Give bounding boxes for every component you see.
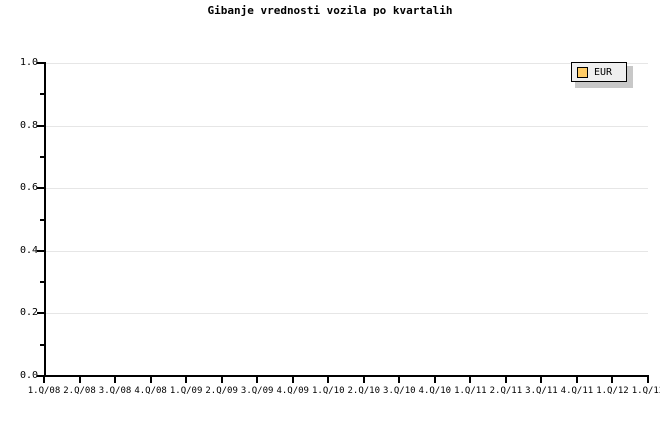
x-axis-tick — [540, 377, 543, 383]
x-axis-line — [44, 375, 649, 377]
x-axis-label: 4.Q/11 — [560, 386, 594, 396]
y-axis-label: 0.2 — [19, 307, 38, 319]
x-axis-tick — [43, 377, 45, 383]
x-axis-tick — [362, 377, 365, 383]
y-axis-tick — [37, 124, 44, 127]
x-axis-label: 3.Q/09 — [240, 386, 274, 396]
x-axis-label: 2.Q/11 — [489, 386, 523, 396]
x-axis-label: 4.Q/09 — [276, 386, 309, 396]
y-axis-minor-tick — [40, 218, 44, 221]
x-axis-tick — [291, 377, 294, 383]
y-axis-tick — [37, 312, 44, 315]
x-axis-tick — [647, 377, 649, 383]
x-axis-tick — [611, 377, 614, 383]
y-axis-tick — [37, 249, 44, 252]
legend-swatch-eur — [577, 66, 588, 78]
x-axis-tick — [185, 377, 188, 383]
x-axis-tick — [433, 377, 436, 383]
y-axis-label: 0.8 — [19, 119, 38, 131]
x-axis-label: 3.Q/10 — [383, 386, 416, 396]
x-axis-label: 2.Q/08 — [63, 386, 96, 396]
x-axis-label: 3.Q/11 — [525, 386, 558, 396]
x-axis-tick — [256, 377, 259, 383]
x-axis-label: 1.Q/08 — [27, 386, 61, 396]
y-axis-tick — [37, 375, 44, 377]
y-axis-minor-tick — [40, 281, 44, 284]
y-axis-minor-tick — [40, 93, 44, 96]
y-axis-label: 0.6 — [19, 182, 38, 194]
gridline — [44, 125, 648, 127]
y-axis-label: 1.0 — [19, 57, 38, 68]
x-axis-label: 1.Q/10 — [311, 386, 345, 396]
x-axis-tick — [575, 377, 578, 383]
y-axis-tick — [37, 62, 44, 64]
x-axis-label: 4.Q/08 — [134, 386, 167, 396]
y-axis-line — [44, 62, 46, 377]
plot-area — [44, 63, 648, 376]
x-axis-label: 1.Q/09 — [169, 386, 203, 396]
gridline — [44, 313, 648, 315]
chart-title: Gibanje vrednosti vozila po kvartalih — [207, 4, 453, 17]
x-axis-label: 1.Q/12 — [596, 386, 629, 396]
x-axis-label: 2.Q/10 — [347, 386, 381, 396]
legend-label-eur: EUR — [594, 66, 613, 78]
gridline — [44, 250, 648, 252]
x-axis-label: 1.Q/12 — [631, 386, 660, 396]
x-axis-tick — [220, 377, 223, 383]
x-axis-label: 4.Q/10 — [418, 386, 452, 396]
x-axis-label: 1.Q/11 — [454, 386, 487, 396]
x-axis-tick — [504, 377, 507, 383]
y-axis-minor-tick — [40, 155, 44, 158]
x-axis-tick — [114, 377, 117, 383]
legend[interactable]: EUR — [571, 62, 627, 82]
x-axis-tick — [149, 377, 152, 383]
y-axis-label: 0.4 — [19, 244, 38, 256]
y-axis-tick — [37, 187, 44, 190]
x-axis-label: 2.Q/09 — [205, 386, 238, 396]
x-axis-tick — [469, 377, 472, 383]
x-axis-tick — [78, 377, 81, 383]
y-axis-label: 0.0 — [19, 370, 38, 381]
x-axis-tick — [327, 377, 330, 383]
x-axis-tick — [398, 377, 401, 383]
gridline — [44, 63, 648, 64]
y-axis-minor-tick — [40, 343, 44, 346]
gridline — [44, 188, 648, 190]
x-axis-label: 3.Q/08 — [98, 386, 132, 396]
